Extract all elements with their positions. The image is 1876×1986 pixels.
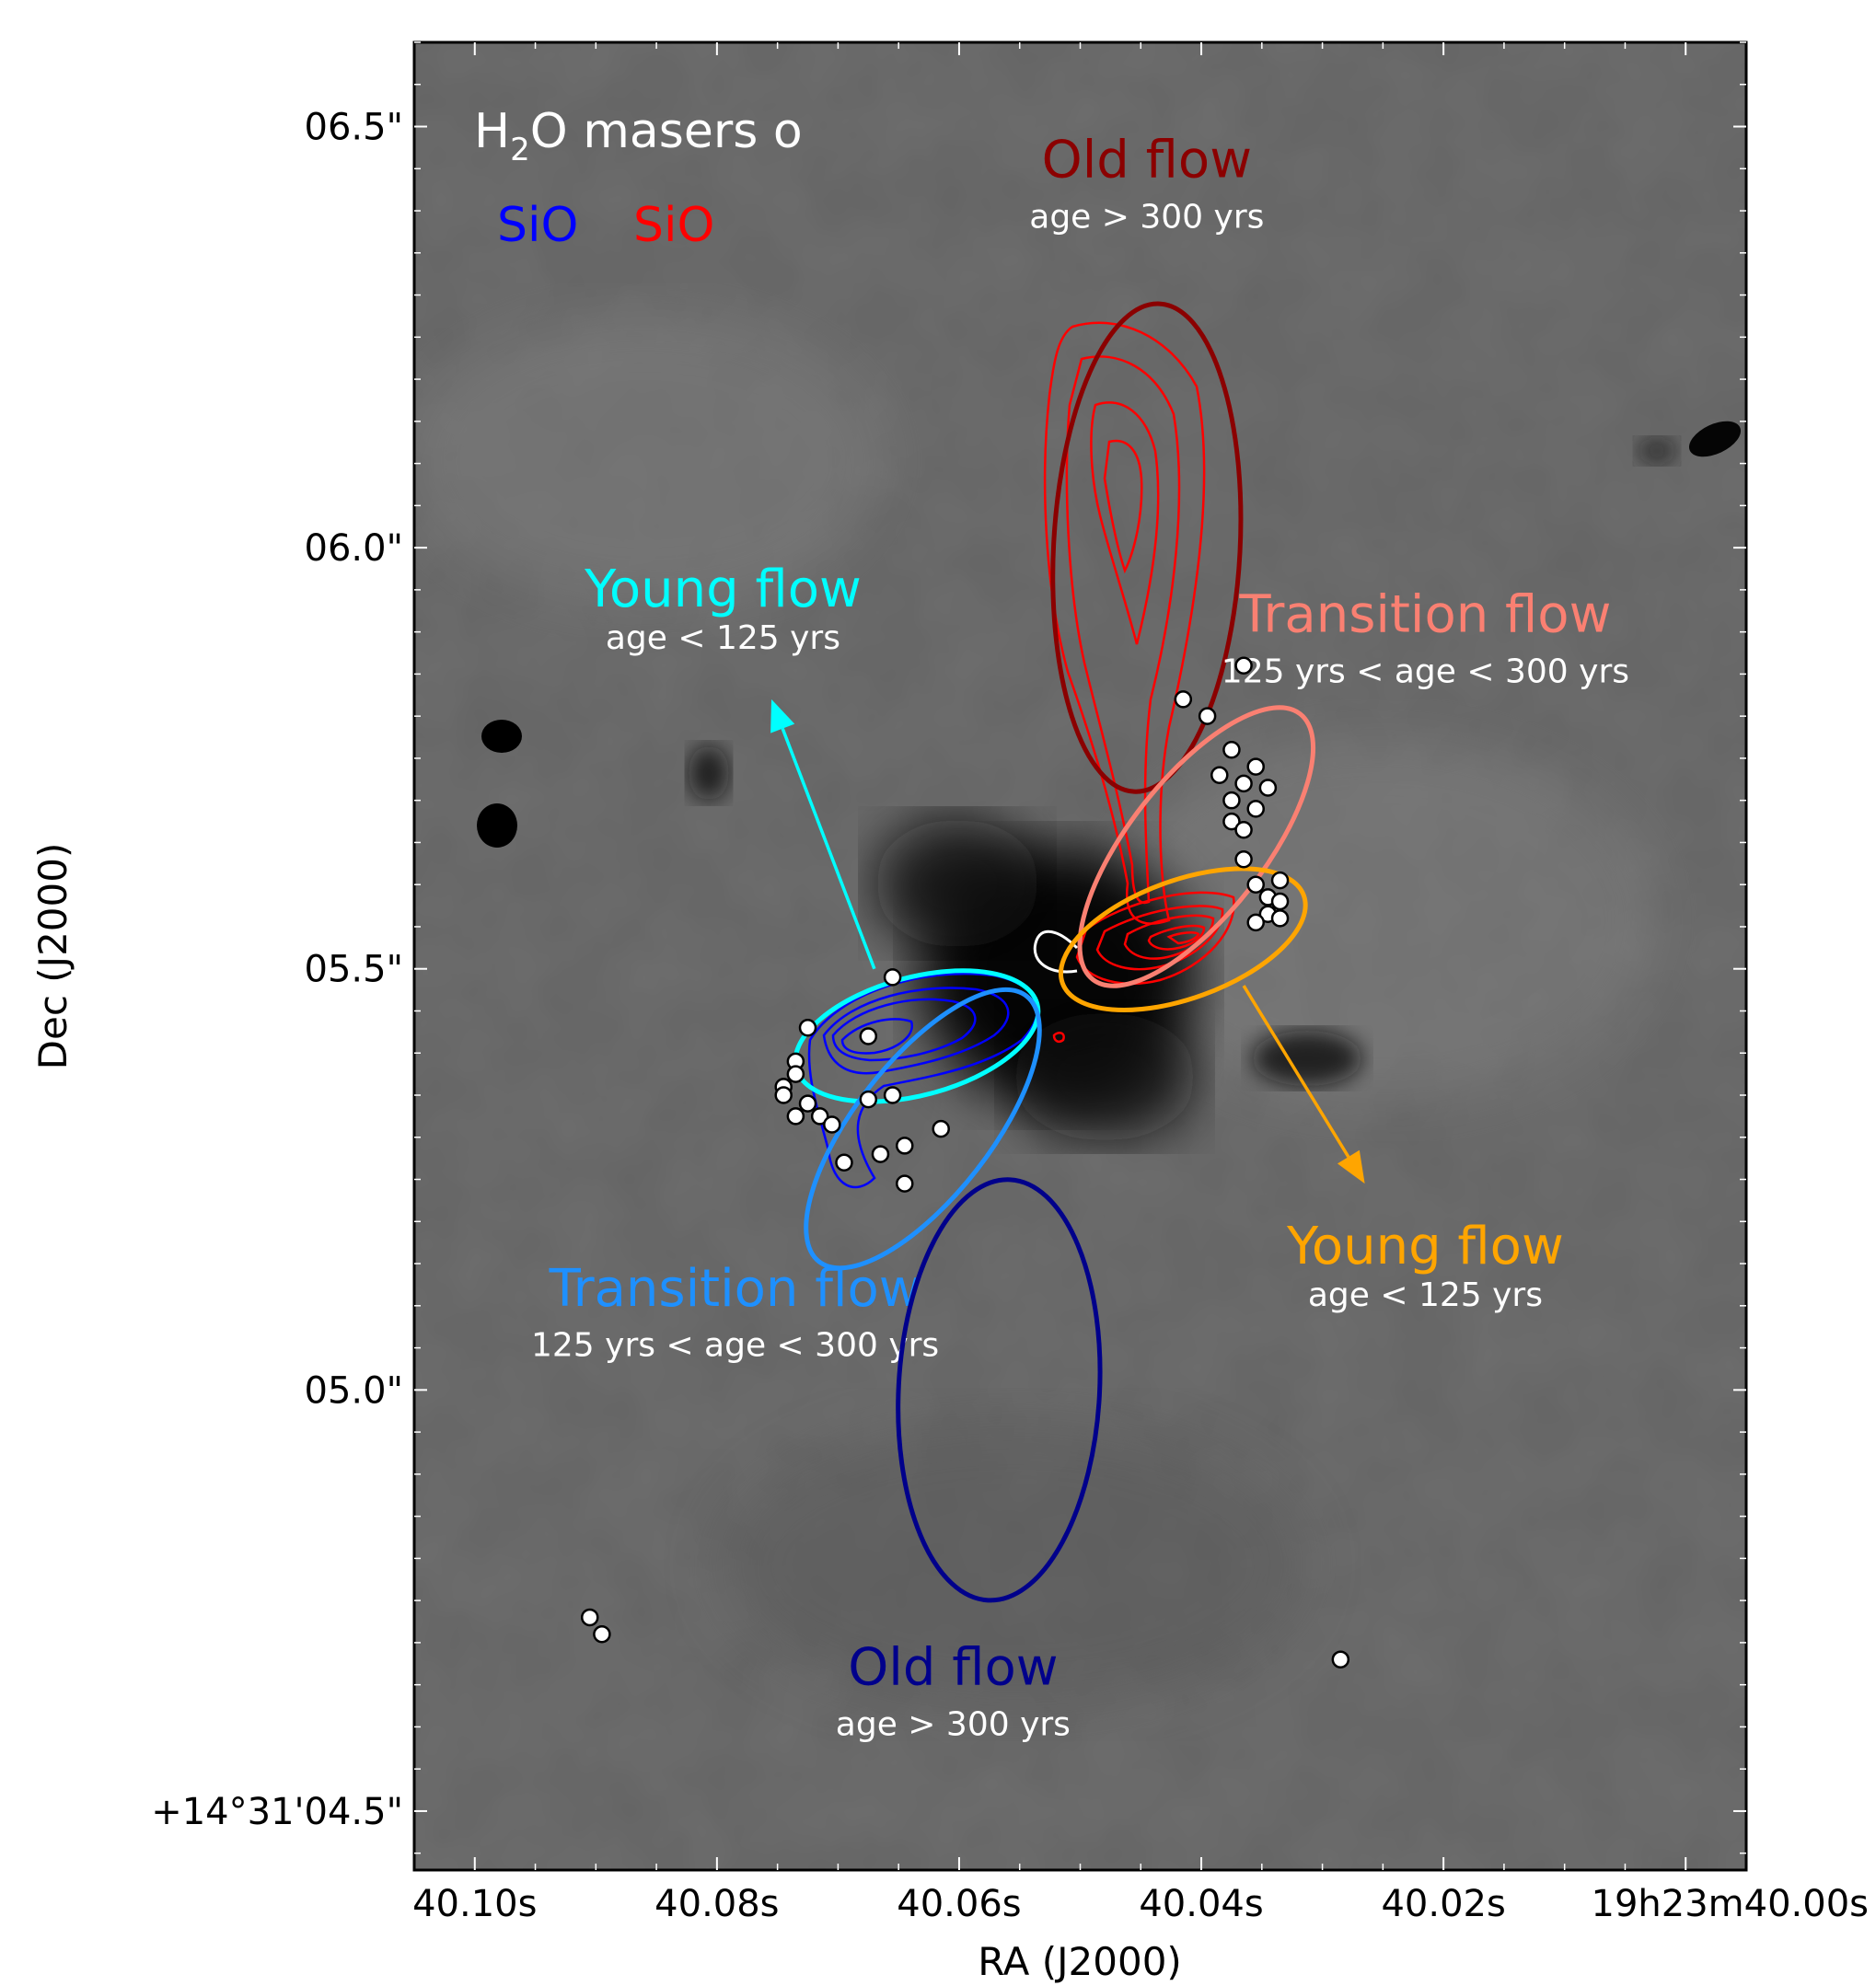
flow-label-4: Transition flow: [549, 1259, 921, 1319]
x-tick-label: 40.10s: [412, 1883, 537, 1925]
maser-point: [1234, 820, 1253, 839]
flow-ellipse-2: [1058, 866, 1308, 1012]
flow-age-4: 125 yrs < age < 300 yrs: [531, 1327, 939, 1365]
maser-point: [1198, 707, 1217, 725]
maser-point: [1234, 774, 1253, 793]
maser-point: [1246, 875, 1265, 894]
maser-point: [1270, 871, 1290, 890]
maser-point: [1270, 909, 1290, 928]
flow-age-1: 125 yrs < age < 300 yrs: [1222, 653, 1629, 691]
maser-point: [883, 968, 902, 987]
flow-label-0: Old flow: [1042, 130, 1252, 190]
y-tick-label: 06.0": [305, 527, 403, 570]
legend: H2O masers o SiO SiO: [474, 104, 803, 253]
flow-age-3: age < 125 yrs: [606, 619, 840, 657]
flow-label-2: Young flow: [1286, 1217, 1564, 1276]
x-tick-label: 40.04s: [1139, 1883, 1263, 1925]
x-tick-label: 19h23m40.00s: [1592, 1883, 1869, 1925]
y-tick-label: 05.0": [305, 1369, 403, 1412]
x-tick-label: 40.06s: [897, 1883, 1021, 1925]
maser-point: [593, 1624, 611, 1644]
y-tick-label: 05.5": [305, 949, 403, 991]
flow-age-5: age > 300 yrs: [836, 1706, 1071, 1744]
flow-arrowhead-3: [770, 699, 795, 733]
maser-point: [1174, 690, 1193, 709]
maser-point: [1222, 791, 1241, 810]
maser-point: [1270, 892, 1290, 911]
flow-age-2: age < 125 yrs: [1308, 1276, 1543, 1314]
maser-point: [932, 1119, 950, 1138]
flow-arrowhead-2: [1337, 1149, 1365, 1184]
flow-label-5: Old flow: [848, 1638, 1058, 1698]
maser-point: [1222, 741, 1241, 759]
y-tick-label: 06.5": [305, 107, 403, 149]
maser-point: [774, 1086, 793, 1104]
maser-point: [883, 1086, 902, 1104]
maser-point: [798, 1019, 817, 1037]
y-axis-title: Dec (J2000): [30, 843, 75, 1070]
maser-point: [859, 1090, 878, 1109]
maser-point: [810, 1107, 829, 1126]
continuum-contour: [1033, 929, 1079, 974]
x-tick-label: 40.08s: [654, 1883, 779, 1925]
flow-ellipse-0: [1050, 301, 1244, 794]
maser-point: [1246, 757, 1265, 776]
maser-point: [1222, 812, 1241, 831]
maser-point: [871, 1145, 890, 1163]
maser-point: [1246, 913, 1265, 932]
maser-point: [1258, 779, 1278, 797]
y-tick-label: +14°31'04.5": [151, 1791, 403, 1833]
maser-point: [896, 1174, 914, 1193]
maser-point: [1246, 800, 1265, 818]
flow-label-3: Young flow: [584, 560, 862, 619]
flow-arrow-3: [781, 728, 876, 970]
background-image: [414, 42, 1746, 1870]
legend-masers: H2O masers o: [474, 104, 803, 168]
maser-point: [1331, 1650, 1350, 1668]
sio-red-contours: [1043, 321, 1235, 1044]
maser-point: [798, 1094, 817, 1113]
flow-label-1: Transition flow: [1238, 585, 1611, 645]
maser-point: [896, 1137, 914, 1155]
maser-point: [1210, 766, 1229, 784]
maser-point: [1234, 850, 1253, 869]
legend-sio-blue: SiO: [497, 198, 578, 253]
flow-age-0: age > 300 yrs: [1029, 198, 1264, 236]
flow-ellipse-4: [804, 987, 1042, 1271]
flow-ellipse-5: [896, 1177, 1103, 1603]
maser-point: [823, 1115, 841, 1134]
maser-point: [1234, 656, 1253, 675]
maser-point: [859, 1027, 878, 1045]
x-axis-title: RA (J2000): [978, 1939, 1182, 1984]
maser-point: [786, 1065, 805, 1083]
x-tick-label: 40.02s: [1381, 1883, 1505, 1925]
maser-point: [786, 1107, 805, 1126]
legend-sio-red: SiO: [633, 198, 714, 253]
flow-arrow-2: [1242, 985, 1350, 1159]
maser-point: [580, 1608, 599, 1627]
maser-point: [835, 1153, 853, 1172]
